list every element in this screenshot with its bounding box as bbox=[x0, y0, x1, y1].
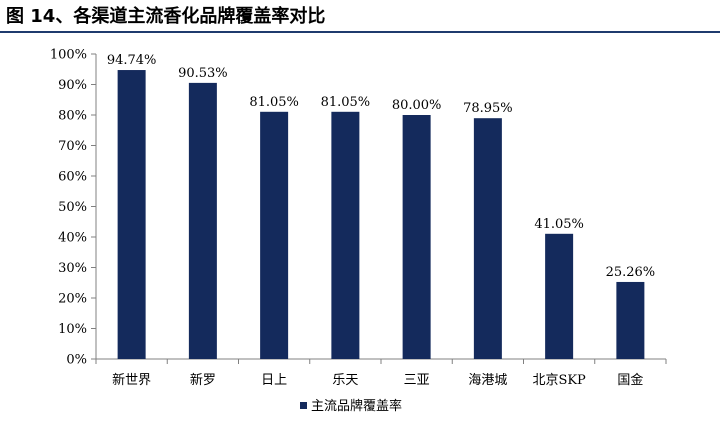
y-tick-label: 100% bbox=[50, 48, 87, 63]
legend-swatch bbox=[300, 402, 307, 409]
data-label: 81.05% bbox=[249, 95, 299, 110]
x-tick-label: 日上 bbox=[261, 373, 287, 388]
bar bbox=[331, 111, 360, 359]
data-label: 81.05% bbox=[321, 95, 371, 110]
y-tick-label: 0% bbox=[66, 353, 87, 368]
y-tick-label: 90% bbox=[58, 78, 87, 93]
y-tick-label: 70% bbox=[58, 139, 87, 154]
legend-label: 主流品牌覆盖率 bbox=[311, 398, 402, 414]
title-rule bbox=[0, 31, 720, 33]
x-tick-label: 北京SKP bbox=[532, 373, 586, 388]
data-label: 78.95% bbox=[463, 101, 513, 116]
x-tick-label: 新罗 bbox=[190, 372, 216, 388]
y-tick-label: 80% bbox=[58, 109, 87, 124]
x-tick-label: 海港城 bbox=[468, 373, 507, 388]
y-tick-label: 10% bbox=[58, 322, 87, 337]
data-label: 90.53% bbox=[178, 66, 228, 81]
bar bbox=[188, 82, 217, 360]
data-label: 80.00% bbox=[392, 98, 442, 113]
bar bbox=[402, 115, 431, 359]
y-tick-label: 20% bbox=[58, 292, 87, 307]
y-tick-label: 60% bbox=[58, 170, 87, 185]
y-tick-label: 40% bbox=[58, 231, 87, 246]
y-tick-label: 50% bbox=[58, 200, 87, 215]
bar bbox=[616, 281, 645, 359]
bar bbox=[260, 111, 289, 359]
x-tick-label: 新世界 bbox=[112, 372, 151, 388]
data-label: 41.05% bbox=[534, 217, 584, 232]
bar bbox=[117, 70, 146, 359]
x-tick-label: 国金 bbox=[617, 372, 643, 388]
y-tick-label: 30% bbox=[58, 261, 87, 276]
data-label: 25.26% bbox=[606, 265, 656, 280]
bar bbox=[473, 118, 502, 359]
bar bbox=[545, 233, 574, 359]
x-tick-label: 三亚 bbox=[404, 373, 430, 388]
data-label: 94.74% bbox=[107, 53, 157, 68]
chart-title: 图 14、各渠道主流香化品牌覆盖率对比 bbox=[6, 6, 326, 27]
x-tick-label: 乐天 bbox=[332, 373, 358, 388]
